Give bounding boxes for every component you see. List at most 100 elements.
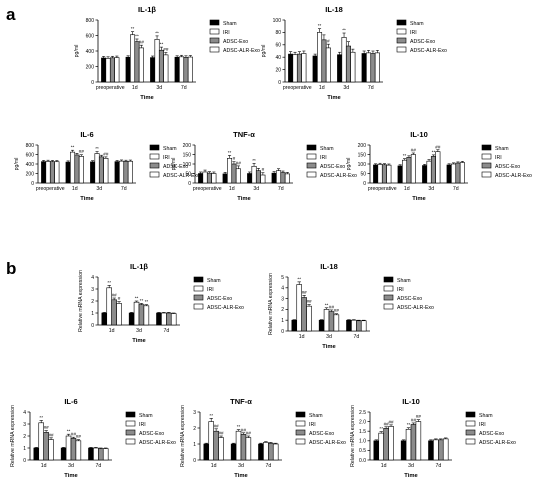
x-tick-label: 7d [163,328,169,334]
y-tick-label: 2.5 [359,410,366,416]
bar-adsc-alr-exo [374,52,380,83]
bar-adsc-exo [430,156,436,184]
legend-swatch-iri [209,28,220,35]
legend-swatch-sham [193,276,204,283]
y-axis-label: Relative mRNA expression [268,273,274,335]
bar-iri [45,161,51,184]
x-tick-label: 1d [41,463,47,469]
y-tick-label: 2 [281,307,284,313]
bar-sham [101,57,107,83]
significance-mark: ** [403,153,407,158]
legend-swatch-adsc-exo [149,162,160,169]
bar-adsc-alr-exo [272,443,279,461]
y-tick-label: 3 [193,410,196,416]
x-tick-label: 7d [353,334,359,340]
legend-swatch-iri [465,420,476,427]
bar-sham [203,443,210,461]
x-tick-label: 1d [229,186,235,192]
bar-adsc-alr-exo [386,164,392,184]
y-tick-label: 20 [275,67,281,73]
legend-label-adsc-exo: ADSC-Exo [495,164,520,170]
bar-iri [93,447,99,461]
significance-mark: ## [48,432,54,437]
y-tick-label: 0 [91,323,94,329]
bar-adsc-exo [183,57,189,83]
legend-label-iri: IRI [397,287,404,293]
x-tick-label: 7d [368,85,374,91]
bar-adsc-alr-exo [284,173,290,184]
y-tick-label: 1.0 [359,439,366,445]
significance-mark: ** [318,23,322,28]
legend-label-adsc-alr-exo: ADSC-ALR-Exo [309,440,346,446]
significance-mark: ## [334,308,340,313]
bar-adsc-alr-exo [459,162,465,184]
x-tick-label: 1d [381,463,387,469]
bar-adsc-exo [438,439,444,461]
bar-sham [125,56,131,83]
bar-adsc-alr-exo [211,173,217,184]
x-tick-label: 3d [238,463,244,469]
bar-adsc-alr-exo [116,303,122,326]
bar-adsc-alr-exo [245,437,252,461]
legend-swatch-iri [396,28,407,35]
x-tick-label: 7d [265,463,271,469]
x-axis-label: Time [322,344,336,350]
legend-swatch-adsc-alr-exo [125,438,136,445]
y-tick-label: 0 [193,458,196,464]
legend-label-sham: Sham [223,21,237,27]
chart-a-il-1: IL-1β0200400600800pg/mlpreoperative****#… [74,5,260,101]
x-tick-label: 1d [72,186,78,192]
bar-iri [426,160,432,184]
bar-sham [291,319,298,332]
bar-sham [174,56,180,83]
bar-adsc-alr-exo [54,161,60,184]
bar-sham [128,312,135,326]
chart-title: IL-18 [320,262,338,271]
y-tick-label: 2 [91,299,94,305]
x-tick-label: 3d [253,186,259,192]
legend-swatch-sham [306,144,317,151]
y-tick-label: 100 [358,162,367,168]
y-tick-label: 0 [188,181,191,187]
significance-mark: ** [432,149,436,154]
legend-swatch-iri [193,285,204,292]
legend-label-adsc-alr-exo: ADSC-ALR-Exo [479,440,516,446]
y-tick-label: 600 [86,33,95,39]
y-tick-label: 200 [183,143,192,149]
significance-mark: ** [155,30,159,35]
y-tick-label: 40 [275,55,281,61]
y-axis-label: Relative mRNA expression [180,405,186,467]
bar-adsc-exo [406,157,412,184]
significance-mark: ## [411,147,417,152]
y-tick-label: 1 [23,446,26,452]
significance-mark: ## [416,414,422,419]
y-tick-label: 4 [23,410,26,416]
significance-mark: ## [236,160,242,165]
y-axis-label: Relative mRNA expression [10,405,16,467]
bar-iri [341,37,347,83]
significance-mark: ** [67,429,71,434]
bar-sham [198,173,204,184]
bar-adsc-alr-exo [235,168,241,184]
legend-label-adsc-exo: ADSC-Exo [223,39,248,45]
legend-swatch-adsc-exo [481,162,492,169]
bar-adsc-exo [74,154,80,184]
legend-swatch-sham [295,411,306,418]
legend-swatch-adsc-exo [209,37,220,44]
bar-sham [373,440,380,461]
y-tick-label: 200 [358,143,367,149]
legend-swatch-adsc-exo [295,429,306,436]
y-tick-label: 0 [23,458,26,464]
bar-iri [378,432,384,461]
y-tick-label: 800 [26,143,35,149]
bar-sham [230,443,237,461]
significance-mark: ** [131,26,135,31]
y-tick-label: 3 [23,422,26,428]
legend-label-adsc-alr-exo: ADSC-ALR-Exo [223,48,260,54]
bar-adsc-exo [213,430,219,461]
bar-adsc-exo [98,448,104,461]
significance-mark: ** [297,276,301,281]
legend-label-adsc-exo: ADSC-Exo [397,296,422,302]
bar-iri [161,312,167,326]
